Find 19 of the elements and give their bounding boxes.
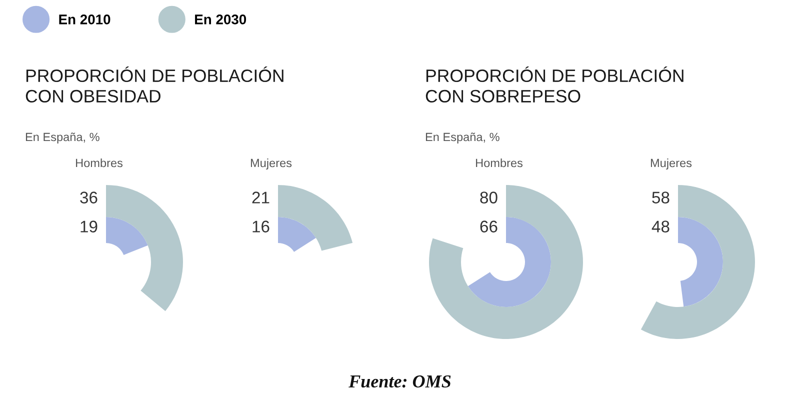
text: En España, % [426,132,500,144]
data-label: 16 [252,220,270,232]
data-label: 36 [80,192,98,204]
category-label: Mujeres [250,158,292,170]
category-label: Hombres [76,158,123,168]
category-label: Mujeres [650,158,692,170]
data-label: 80 [480,192,498,204]
data-label: 58 [652,192,670,204]
data-label: 66 [480,220,498,232]
legend-label: En 2010 [59,14,110,24]
text: PROPORCIÓN DE POBLACIÓN CON SOBREPESO [426,66,684,102]
text: En España, % [26,132,100,144]
data-label: 48 [652,220,670,232]
data-label: 19 [80,220,98,232]
category-label: Hombres [476,158,523,168]
source-note: Fuente: OMS [348,375,451,388]
legend-label: En 2030 [195,14,246,24]
text: PROPORCIÓN DE POBLACIÓN CON OBESIDAD [26,66,284,102]
data-label: 21 [252,192,270,204]
